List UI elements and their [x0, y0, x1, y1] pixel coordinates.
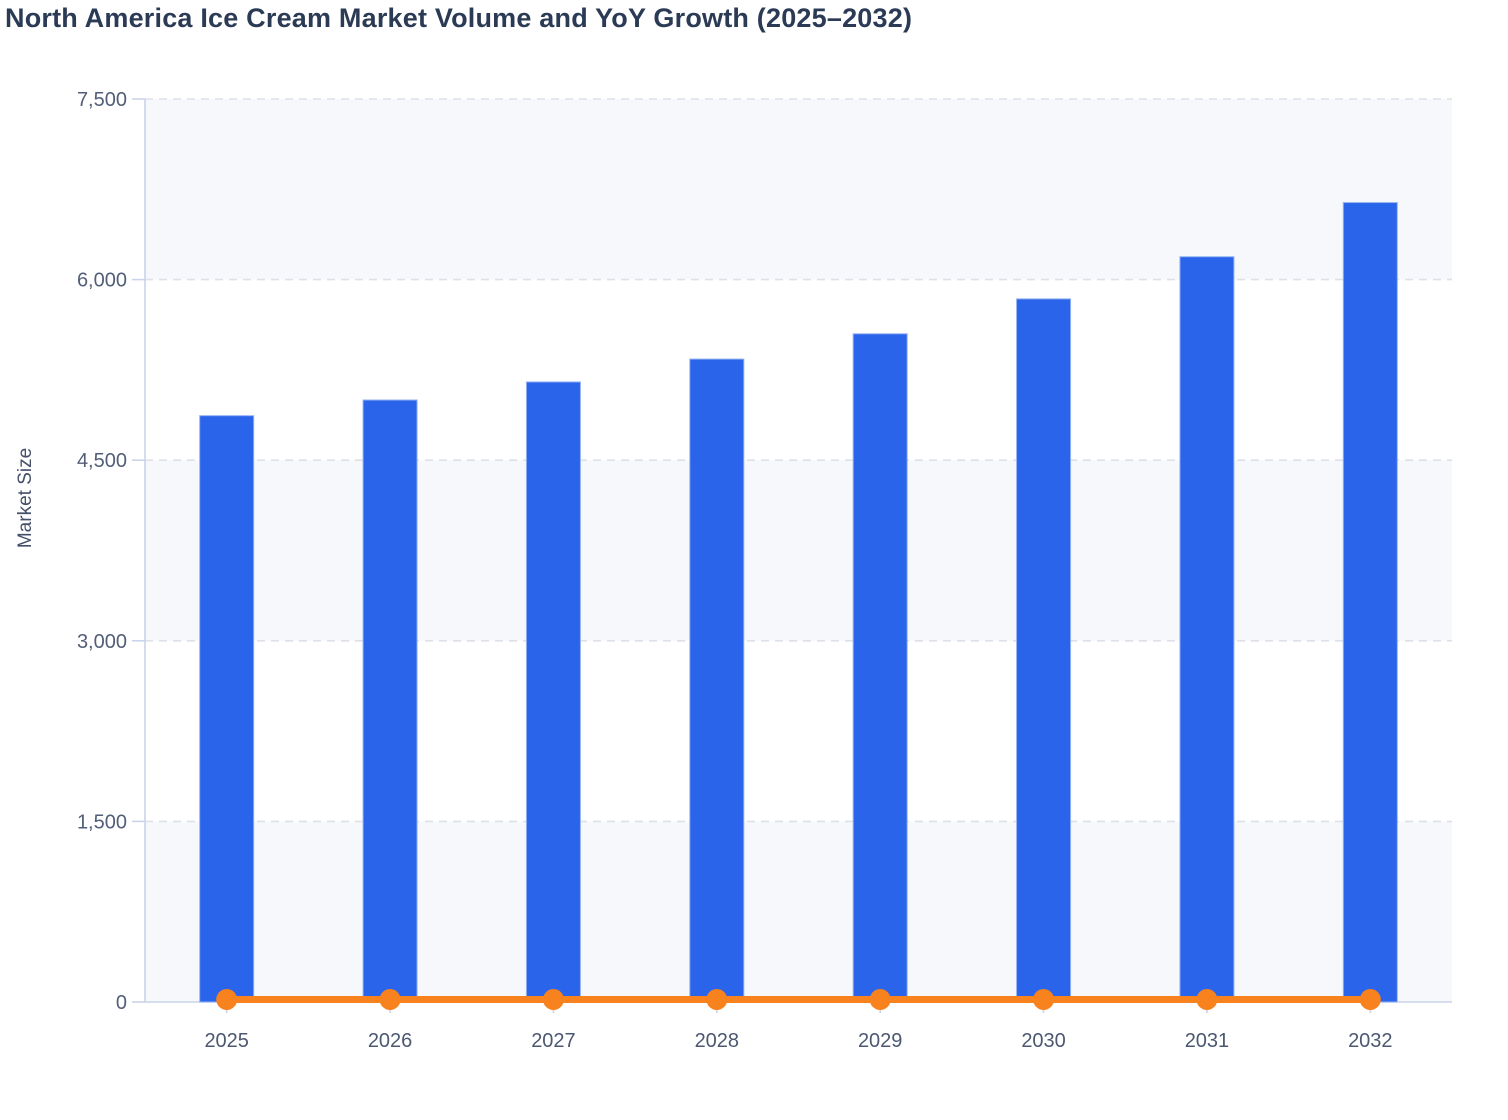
bar-2032[interactable]: [1342, 202, 1398, 1003]
plot-band: [145, 99, 1452, 280]
plot-band: [145, 460, 1452, 641]
plot-band: [145, 821, 1452, 1002]
y-tick-label: 7,500: [77, 89, 127, 111]
bar-2028[interactable]: [689, 358, 745, 1003]
yoy-marker-2027[interactable]: [542, 989, 564, 1010]
x-tick-label: 2030: [1021, 1030, 1066, 1052]
x-tick-label: 2026: [368, 1030, 413, 1052]
y-tick-label: 1,500: [77, 811, 127, 833]
yoy-marker-2025[interactable]: [216, 989, 238, 1010]
yoy-marker-2028[interactable]: [706, 989, 728, 1010]
yoy-marker-2030[interactable]: [1033, 989, 1055, 1010]
y-tick-label: 0: [116, 992, 127, 1014]
yoy-marker-2026[interactable]: [379, 989, 401, 1010]
y-tick-label: 6,000: [77, 270, 127, 292]
yoy-marker-2032[interactable]: [1359, 989, 1381, 1010]
chart-title: North America Ice Cream Market Volume an…: [5, 3, 913, 33]
y-tick-label: 4,500: [77, 450, 127, 472]
bar-2030[interactable]: [1016, 298, 1072, 1003]
x-tick-label: 2031: [1185, 1030, 1230, 1052]
yoy-marker-2031[interactable]: [1196, 989, 1218, 1010]
bar-2027[interactable]: [525, 381, 581, 1003]
x-tick-label: 2027: [531, 1030, 576, 1052]
bar-2025[interactable]: [199, 415, 255, 1003]
bar-2031[interactable]: [1179, 256, 1235, 1003]
y-tick-label: 3,000: [77, 631, 127, 653]
x-tick-label: 2029: [858, 1030, 903, 1052]
x-tick-label: 2028: [695, 1030, 740, 1052]
bar-2029[interactable]: [852, 333, 908, 1003]
bar-2026[interactable]: [362, 399, 418, 1003]
x-tick-label: 2025: [204, 1030, 249, 1052]
yoy-marker-2029[interactable]: [869, 989, 891, 1010]
x-tick-label: 2032: [1348, 1030, 1393, 1052]
